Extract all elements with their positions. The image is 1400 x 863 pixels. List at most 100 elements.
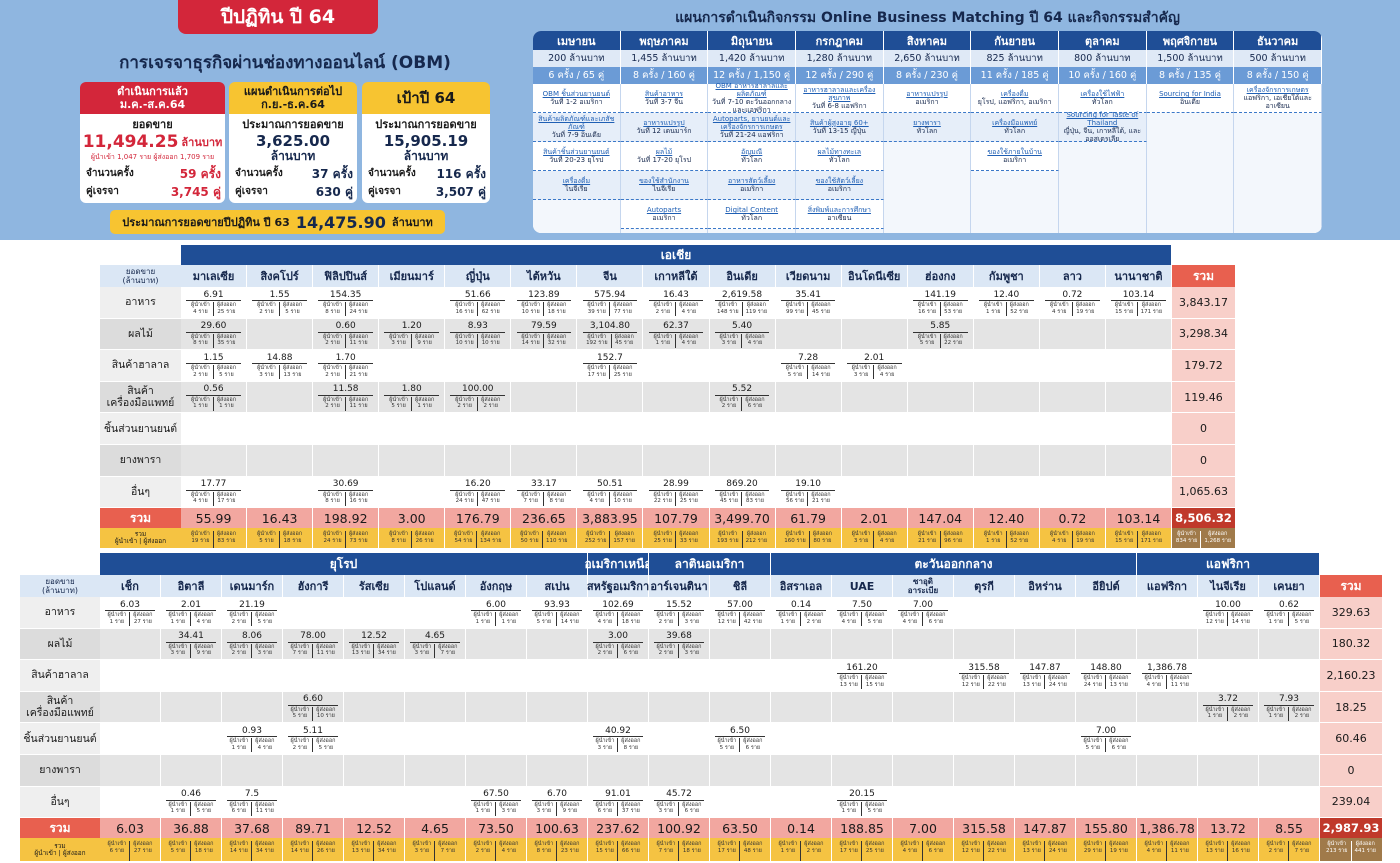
exporter-count: 1 ราย (501, 618, 517, 625)
sub-divider (609, 365, 611, 380)
importer-count: 8 ราย (536, 847, 552, 854)
cell-value: 1.55 (252, 289, 307, 301)
cell (466, 660, 527, 692)
sub-divider (922, 841, 924, 862)
sub-divider (312, 738, 314, 753)
exporter-count: 157 ราย (613, 537, 635, 544)
sub-divider (556, 612, 558, 626)
exporter-count: 23 ราย (560, 847, 579, 854)
importer-label: ผู้นำเข้า (168, 612, 188, 618)
row-total: 179.72 (1172, 350, 1235, 382)
cell: 93.93 ผู้นำเข้า 5 ราย ผู้ส่งออก 14 ราย (527, 597, 588, 629)
sub-labels: ผู้นำเข้า 2 ราย ผู้ส่งออก 21 ราย (313, 365, 378, 380)
event: เครื่องมือแพทย์ ทั่วโลก (971, 113, 1059, 142)
exporter-count: 25 ราย (217, 308, 236, 315)
total-value: 155.80 (1076, 818, 1137, 839)
importer-count: 3 ราย (259, 371, 274, 378)
cell (161, 660, 222, 692)
box-header-line: เป้าปี 64 (396, 88, 456, 107)
sub-labels: ผู้นำเข้า 4 ราย ผู้ส่งออก 6 ราย (893, 612, 953, 626)
importer-count: 10 ราย (521, 308, 540, 315)
exporter-label: ผู้ส่งออก (679, 531, 699, 538)
sub-labels: ผู้นำเข้า 1 ราย ผู้ส่งออก 1 ราย (466, 612, 526, 626)
cell (832, 691, 893, 724)
total-sub: ผู้นำเข้า 54 ราย ผู้ส่งออก 134 ราย (445, 528, 512, 549)
stat-value: 116 ครั้ง (436, 167, 486, 181)
estimate-label: ประมาณการยอดขายปีปฏิทิน ปี 63 (122, 216, 290, 229)
sub-importer: ผู้นำเข้า 2 ราย (455, 397, 474, 410)
importer-label: ผู้นำเข้า (191, 531, 210, 538)
box-header-line: แผนดำเนินการต่อไป (243, 85, 343, 98)
cell-value: 20.15 (836, 789, 888, 801)
stat-label: คู่เจรจา (368, 186, 401, 197)
cell: 5.52 ผู้นำเข้า 2 ราย ผู้ส่งออก 6 ราย (709, 381, 776, 414)
event-title: สินค้าผู้สูงอายุ 60+ (809, 119, 869, 127)
sub-divider (344, 396, 346, 411)
importer-label: ผู้นำเข้า (587, 302, 607, 308)
sub-exporter: ผู้ส่งออก 6 ราย (743, 738, 762, 751)
cell (907, 350, 974, 382)
row-label: อาหาร (20, 597, 100, 629)
cell: 5.11 ผู้นำเข้า 2 ราย ผู้ส่งออก 5 ราย (283, 723, 344, 755)
exporter-label: ผู้ส่งออก (745, 333, 765, 340)
cell: 45.72 ผู้นำเข้า 3 ราย ผู้ส่งออก 6 ราย (649, 786, 710, 819)
sub-exporter: ผู้ส่งออก 18 ราย (547, 302, 566, 315)
total-sub: ผู้นำเข้า 5 ราย ผู้ส่งออก 18 ราย (161, 838, 222, 862)
importer-label: ผู้นำเข้า (595, 612, 615, 618)
total-sub: ผู้นำเข้า 13 ราย ผู้ส่งออก 34 ราย (344, 838, 405, 862)
unit: ล้านบาท (270, 148, 316, 163)
sub-exporter: ผู้ส่งออก 25 ราย (679, 492, 698, 505)
cell (527, 691, 588, 724)
sub-divider (807, 365, 809, 380)
cell-value: 5.11 (287, 725, 339, 738)
sub-importer: ผู้นำเข้า 24 ราย (323, 531, 342, 544)
total-value: 8.55 (1259, 818, 1320, 839)
box-header-line: ม.ค.-ส.ค.64 (119, 98, 186, 111)
estimate-bar: ประมาณการยอดขายปีปฏิทิน ปี 63 14,475.90 ล้… (110, 210, 445, 234)
event-detail: ทั่วโลก (741, 156, 763, 164)
cell: 14.88 ผู้นำเข้า 3 ราย ผู้ส่งออก 13 ราย (247, 350, 314, 382)
importer-label: ผู้นำเข้า (961, 841, 981, 848)
exporter-label: ผู้ส่งออก (679, 302, 699, 308)
row-total: 2,160.23 (1320, 660, 1382, 692)
sub-divider (678, 643, 680, 658)
sub-divider (190, 643, 192, 658)
sub-divider (1044, 675, 1046, 690)
cell (643, 350, 710, 382)
cell (161, 691, 222, 724)
total-sub: ผู้นำเข้า 193 ราย ผู้ส่งออก 212 ราย (709, 528, 776, 549)
sub-importer: ผู้นำเข้า 6 ราย (107, 841, 126, 854)
sub-importer: ผู้นำเข้า 45 ราย (720, 492, 739, 505)
exporter-label: ผู้ส่งออก (1048, 675, 1068, 682)
exporter-count: 119 ราย (745, 308, 768, 315)
sub-divider (617, 801, 619, 816)
exporter-label: ผู้ส่งออก (1208, 531, 1228, 538)
sub-caption: ผู้นำเข้า | ผู้ส่งออก (34, 848, 86, 857)
row-total: 0 (1172, 445, 1235, 477)
cell (1076, 691, 1137, 724)
exporter-count: 10 ราย (613, 498, 632, 505)
importer-label: ผู้นำเข้า (323, 365, 342, 372)
box-body: ยอดขาย 11,494.25 ล้านบาท ผู้นำเข้า 1,047 รา… (80, 114, 225, 203)
importer-count: 14 ราย (521, 340, 540, 347)
importer-label: ผู้นำเข้า (1083, 738, 1103, 745)
importer-count: 4 ราย (1146, 681, 1162, 688)
sub-divider (251, 801, 253, 816)
row-total: 0 (1172, 413, 1235, 445)
importer-label: ผู้นำเข้า (717, 612, 737, 618)
importer-count: 12 ราย (1205, 618, 1224, 625)
sub-divider (1227, 612, 1229, 626)
total-value: 0.14 (771, 818, 832, 839)
cell: 6.00 ผู้นำเข้า 1 ราย ผู้ส่งออก 1 ราย (466, 597, 527, 629)
column-header: สิงคโปร์ (247, 265, 314, 287)
corner-line: ยอดขาย (45, 577, 75, 586)
sub-labels: ผู้นำเข้า 24 ราย ผู้ส่งออก 73 ราย (313, 531, 378, 549)
column-header: UAE (832, 575, 893, 597)
importer-label: ผู้นำเข้า (534, 612, 554, 618)
cell (1198, 723, 1259, 755)
importer-label: ผู้นำเข้า (851, 365, 871, 372)
importer-label: ผู้นำเข้า (785, 365, 805, 372)
exporter-count: 4 ราย (257, 744, 273, 751)
total-sub: ผู้นำเข้า 24 ราย ผู้ส่งออก 73 ราย (313, 528, 380, 549)
cell (313, 413, 380, 445)
